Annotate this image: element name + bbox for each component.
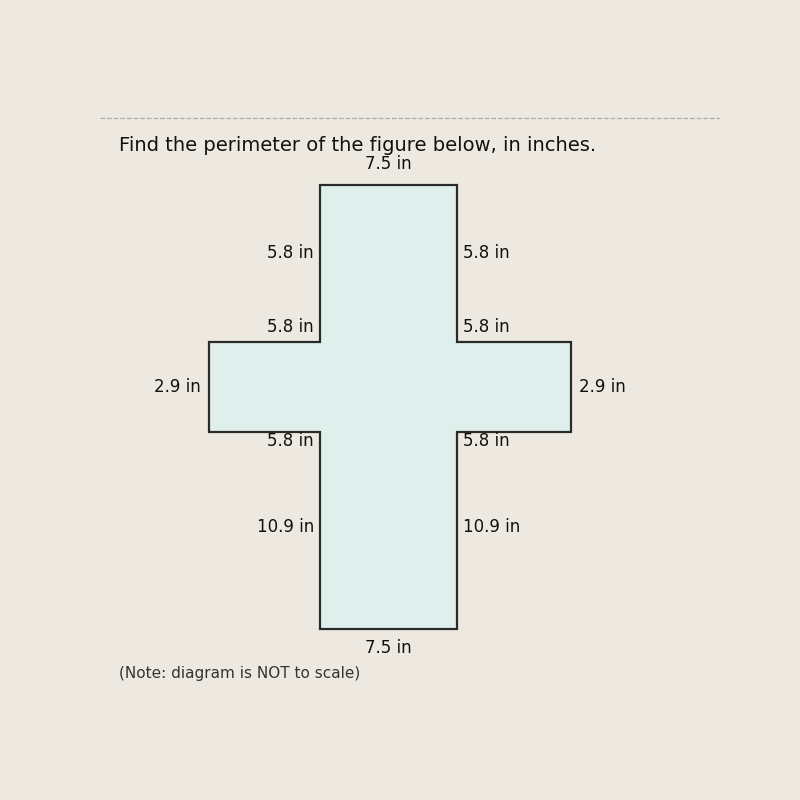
Text: 5.8 in: 5.8 in xyxy=(267,318,314,336)
Text: 5.8 in: 5.8 in xyxy=(267,432,314,450)
Text: 2.9 in: 2.9 in xyxy=(578,378,626,396)
Text: 2.9 in: 2.9 in xyxy=(154,378,201,396)
Text: 10.9 in: 10.9 in xyxy=(462,518,520,536)
Text: 5.8 in: 5.8 in xyxy=(462,432,510,450)
Text: 5.8 in: 5.8 in xyxy=(462,318,510,336)
Text: Find the perimeter of the figure below, in inches.: Find the perimeter of the figure below, … xyxy=(118,136,596,155)
Text: (Note: diagram is NOT to scale): (Note: diagram is NOT to scale) xyxy=(118,666,360,681)
Text: 5.8 in: 5.8 in xyxy=(267,244,314,262)
Text: 7.5 in: 7.5 in xyxy=(365,639,412,658)
Text: 5.8 in: 5.8 in xyxy=(462,244,510,262)
Text: 10.9 in: 10.9 in xyxy=(257,518,314,536)
Polygon shape xyxy=(209,186,571,629)
Text: 7.5 in: 7.5 in xyxy=(365,155,412,173)
